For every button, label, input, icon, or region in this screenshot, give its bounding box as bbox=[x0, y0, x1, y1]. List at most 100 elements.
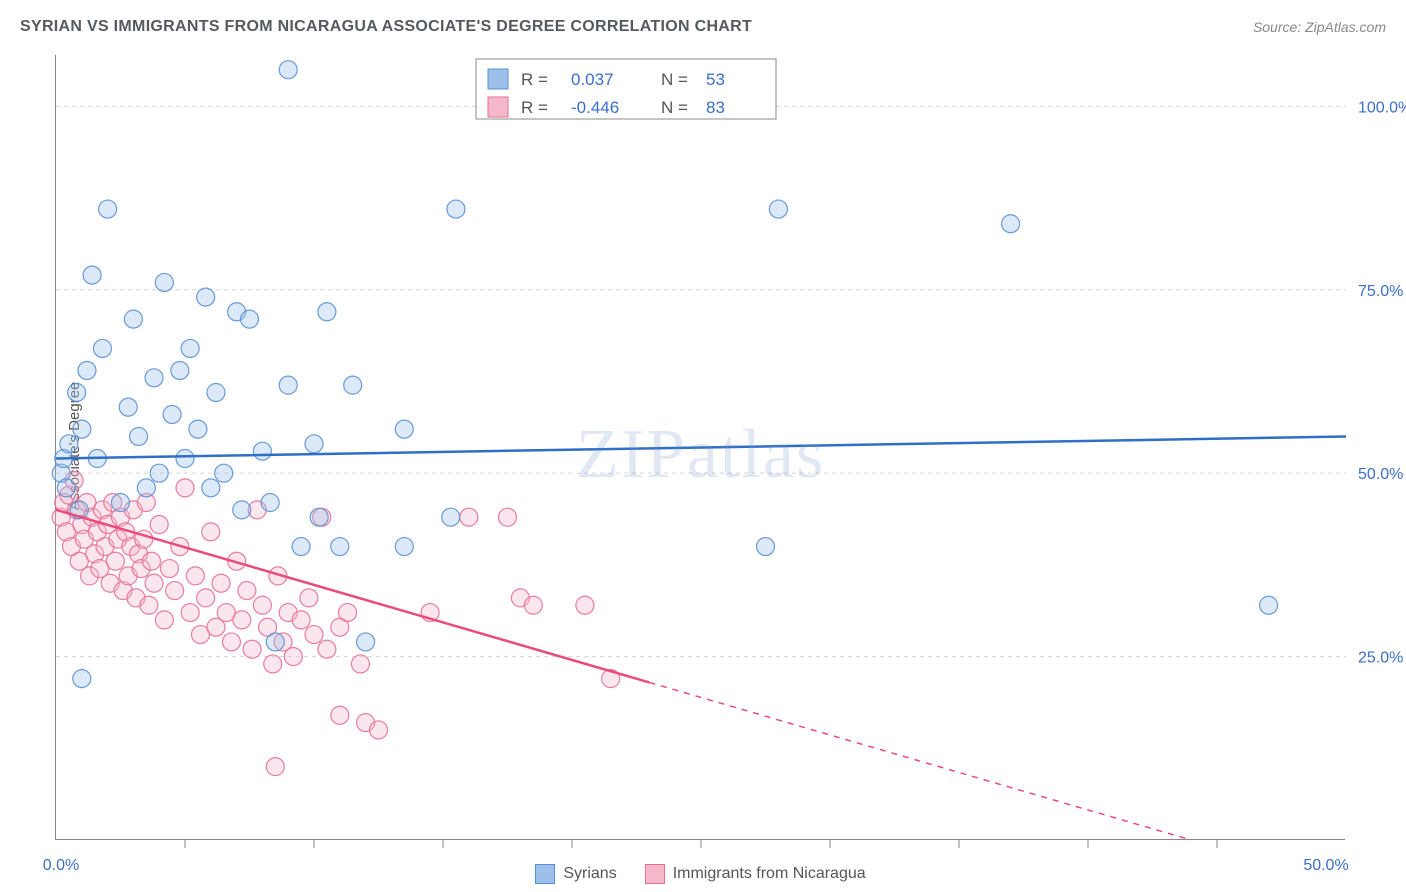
scatter-point bbox=[395, 420, 413, 438]
scatter-point bbox=[233, 501, 251, 519]
scatter-point bbox=[215, 464, 233, 482]
svg-text:100.0%: 100.0% bbox=[1358, 99, 1406, 116]
scatter-point bbox=[181, 339, 199, 357]
scatter-point bbox=[331, 538, 349, 556]
scatter-point bbox=[253, 596, 271, 614]
svg-text:-0.446: -0.446 bbox=[571, 98, 619, 117]
svg-text:25.0%: 25.0% bbox=[1358, 650, 1403, 667]
scatter-point bbox=[241, 310, 259, 328]
scatter-point bbox=[202, 523, 220, 541]
scatter-point bbox=[112, 494, 130, 512]
scatter-point bbox=[370, 721, 388, 739]
scatter-point bbox=[331, 706, 349, 724]
scatter-point bbox=[253, 442, 271, 460]
scatter-point bbox=[769, 200, 787, 218]
svg-text:R =: R = bbox=[521, 98, 548, 117]
scatter-point bbox=[68, 383, 86, 401]
scatter-point bbox=[155, 273, 173, 291]
scatter-point bbox=[142, 552, 160, 570]
scatter-point bbox=[266, 633, 284, 651]
scatter-point bbox=[163, 405, 181, 423]
scatter-point bbox=[238, 582, 256, 600]
scatter-point bbox=[189, 420, 207, 438]
legend-item: Immigrants from Nicaragua bbox=[645, 864, 866, 884]
svg-text:75.0%: 75.0% bbox=[1358, 283, 1403, 300]
scatter-point bbox=[305, 435, 323, 453]
scatter-point bbox=[99, 200, 117, 218]
scatter-point bbox=[499, 508, 517, 526]
scatter-point bbox=[150, 516, 168, 534]
scatter-point bbox=[73, 670, 91, 688]
scatter-point bbox=[1260, 596, 1278, 614]
scatter-point bbox=[1002, 215, 1020, 233]
svg-text:53: 53 bbox=[706, 70, 725, 89]
legend: Syrians Immigrants from Nicaragua bbox=[56, 864, 1345, 884]
scatter-point bbox=[318, 303, 336, 321]
legend-swatch bbox=[535, 864, 555, 884]
scatter-point bbox=[73, 420, 91, 438]
scatter-point bbox=[83, 266, 101, 284]
legend-item: Syrians bbox=[535, 864, 616, 884]
scatter-point bbox=[186, 567, 204, 585]
svg-text:N =: N = bbox=[661, 98, 688, 117]
scatter-point bbox=[292, 611, 310, 629]
source-label: Source: ZipAtlas.com bbox=[1253, 19, 1386, 35]
svg-text:N =: N = bbox=[661, 70, 688, 89]
scatter-point bbox=[171, 361, 189, 379]
scatter-point bbox=[60, 435, 78, 453]
svg-text:R =: R = bbox=[521, 70, 548, 89]
scatter-point bbox=[93, 339, 111, 357]
scatter-point bbox=[279, 61, 297, 79]
scatter-point bbox=[197, 288, 215, 306]
scatter-point bbox=[197, 589, 215, 607]
scatter-point bbox=[140, 596, 158, 614]
scatter-point bbox=[266, 758, 284, 776]
scatter-point bbox=[344, 376, 362, 394]
scatter-point bbox=[124, 310, 142, 328]
scatter-point bbox=[310, 508, 328, 526]
scatter-point bbox=[176, 479, 194, 497]
scatter-point bbox=[357, 633, 375, 651]
scatter-point bbox=[447, 200, 465, 218]
scatter-point bbox=[576, 596, 594, 614]
scatter-point bbox=[57, 479, 75, 497]
scatter-point bbox=[119, 398, 137, 416]
svg-text:83: 83 bbox=[706, 98, 725, 117]
scatter-point bbox=[395, 538, 413, 556]
scatter-point bbox=[106, 552, 124, 570]
scatter-point bbox=[155, 611, 173, 629]
scatter-point bbox=[261, 494, 279, 512]
scatter-point bbox=[176, 450, 194, 468]
scatter-point bbox=[300, 589, 318, 607]
legend-label: Syrians bbox=[563, 865, 616, 883]
svg-text:0.037: 0.037 bbox=[571, 70, 614, 89]
scatter-point bbox=[181, 604, 199, 622]
scatter-point bbox=[264, 655, 282, 673]
scatter-chart: 25.0%50.0%75.0%100.0%0.0%50.0%R =0.037N … bbox=[56, 55, 1345, 839]
scatter-point bbox=[130, 427, 148, 445]
scatter-point bbox=[207, 383, 225, 401]
scatter-point bbox=[137, 479, 155, 497]
scatter-point bbox=[442, 508, 460, 526]
scatter-point bbox=[243, 640, 261, 658]
scatter-point bbox=[351, 655, 369, 673]
plot-area: 25.0%50.0%75.0%100.0%0.0%50.0%R =0.037N … bbox=[55, 55, 1345, 840]
scatter-point bbox=[305, 626, 323, 644]
scatter-point bbox=[292, 538, 310, 556]
legend-swatch bbox=[488, 97, 508, 117]
trend-line bbox=[56, 436, 1346, 458]
trend-line-extrapolated bbox=[649, 682, 1191, 840]
scatter-point bbox=[524, 596, 542, 614]
scatter-point bbox=[166, 582, 184, 600]
chart-title: SYRIAN VS IMMIGRANTS FROM NICARAGUA ASSO… bbox=[20, 18, 752, 36]
scatter-point bbox=[460, 508, 478, 526]
legend-swatch bbox=[488, 69, 508, 89]
scatter-point bbox=[161, 560, 179, 578]
legend-label: Immigrants from Nicaragua bbox=[673, 865, 866, 883]
scatter-point bbox=[222, 633, 240, 651]
scatter-point bbox=[318, 640, 336, 658]
scatter-point bbox=[284, 648, 302, 666]
scatter-point bbox=[757, 538, 775, 556]
scatter-point bbox=[145, 369, 163, 387]
scatter-point bbox=[339, 604, 357, 622]
